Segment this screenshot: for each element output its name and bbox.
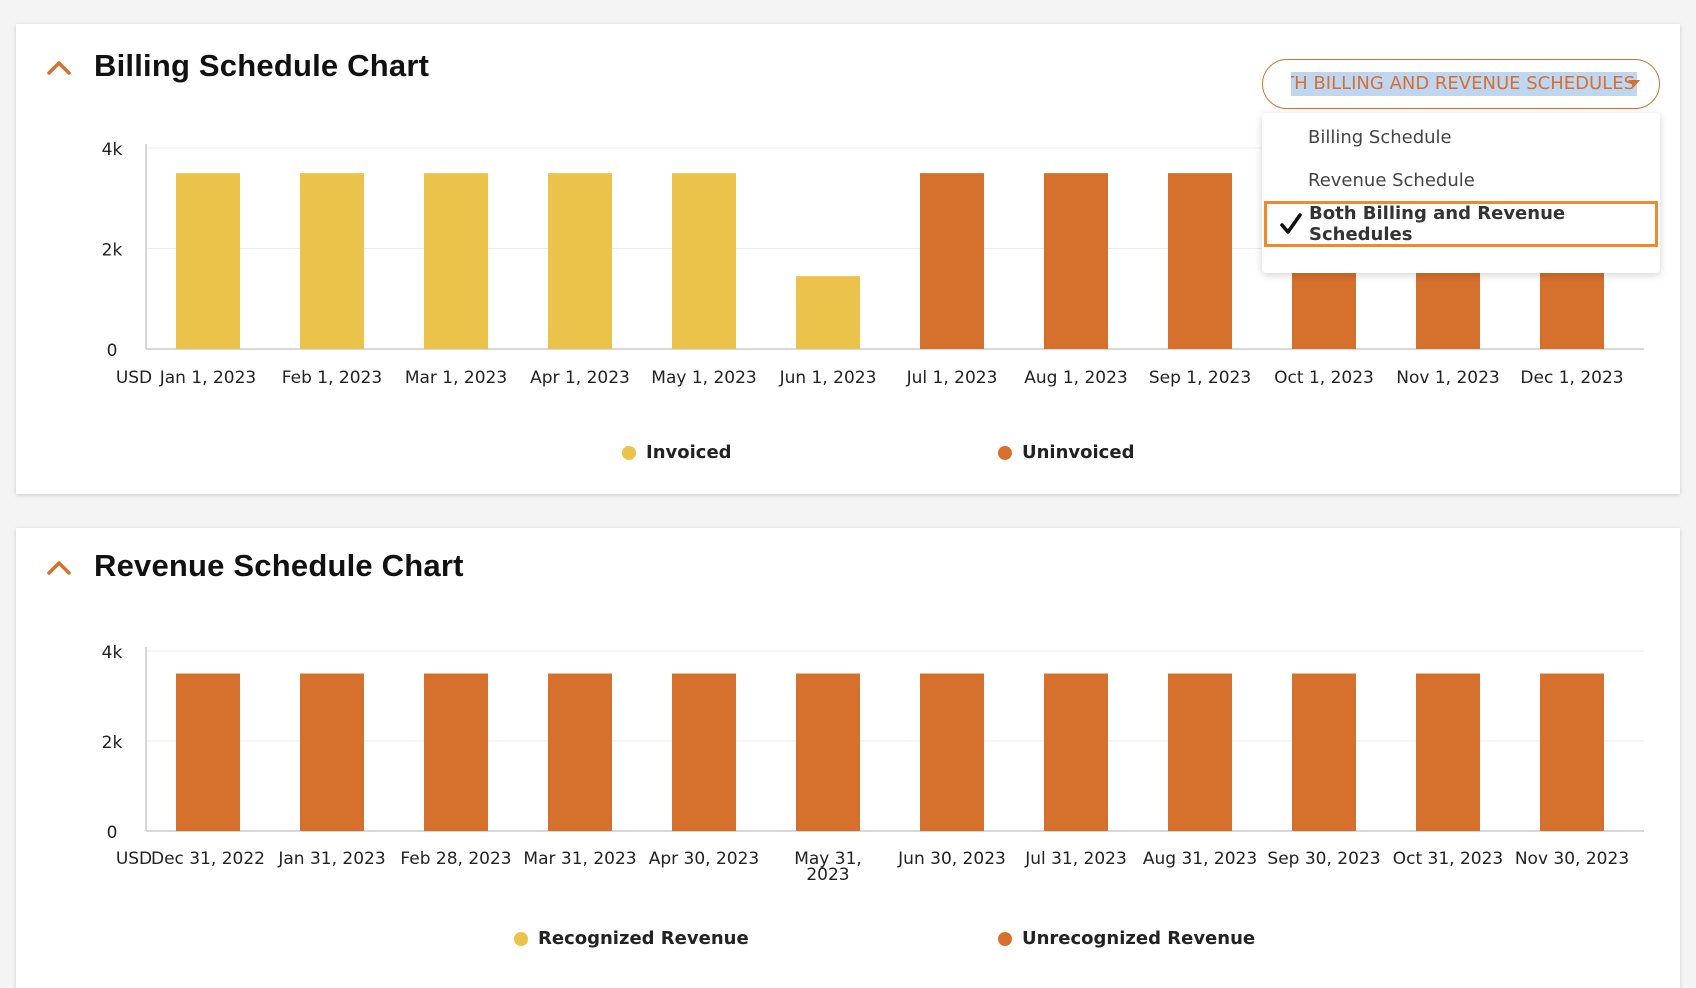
collapse-revenue-chart-button[interactable]: [42, 550, 76, 584]
menu-item-label: Revenue Schedule: [1308, 169, 1475, 191]
x-tick-label: Jun 30, 2023: [897, 849, 1006, 869]
menu-item-both-schedules[interactable]: Both Billing and Revenue Schedules: [1264, 201, 1658, 247]
x-tick-label: May 31,: [794, 849, 862, 869]
legend-item-recognized-revenue[interactable]: Recognized Revenue: [514, 928, 749, 949]
bar-uninvoiced-aug-1-2023: [1044, 173, 1108, 349]
x-tick-label: Dec 1, 2023: [1520, 368, 1623, 388]
legend-dot-invoiced: [622, 445, 636, 460]
menu-item-revenue-schedule[interactable]: Revenue Schedule: [1262, 158, 1660, 202]
x-tick-label: Nov 1, 2023: [1396, 368, 1499, 388]
y-tick-label: 4k: [102, 643, 123, 663]
legend-label-invoiced: Invoiced: [646, 442, 732, 463]
legend-item-uninvoiced[interactable]: Uninvoiced: [998, 442, 1134, 463]
schedule-select-value: BOTH BILLING AND REVENUE SCHEDULES: [1291, 72, 1637, 96]
menu-item-label: Billing Schedule: [1308, 126, 1452, 148]
x-tick-label: Jan 1, 2023: [159, 368, 257, 388]
x-tick-label: Apr 30, 2023: [649, 849, 760, 869]
x-tick-label: May 1, 2023: [651, 368, 756, 388]
y-tick-label: 2k: [102, 733, 123, 753]
bar-unrecognized-revenue-jun-30-2023: [920, 673, 984, 831]
bar-unrecognized-revenue-dec-31-2022: [176, 673, 240, 831]
bar-unrecognized-revenue-mar-31-2023: [548, 673, 612, 831]
y-unit-label: USD: [116, 368, 152, 388]
x-tick-label: Mar 1, 2023: [405, 368, 507, 388]
x-tick-label: Feb 1, 2023: [282, 368, 382, 388]
bar-unrecognized-revenue-nov-30-2023: [1540, 673, 1604, 831]
chevron-up-icon: [47, 561, 71, 575]
schedule-type-select[interactable]: BOTH BILLING AND REVENUE SCHEDULES: [1262, 59, 1660, 109]
x-tick-label: Mar 31, 2023: [523, 849, 636, 869]
x-tick-label: Jun 1, 2023: [779, 368, 877, 388]
x-tick-label: Sep 30, 2023: [1267, 849, 1380, 869]
legend-item-invoiced[interactable]: Invoiced: [622, 442, 732, 463]
x-tick-label: Jul 31, 2023: [1024, 849, 1127, 869]
bar-invoiced-apr-1-2023: [548, 173, 612, 349]
revenue-schedule-card: Revenue Schedule Chart 0 2k 4k USD Dec 31, 2…: [16, 528, 1680, 988]
legend-label-unrecognized: Unrecognized Revenue: [1022, 928, 1256, 949]
legend-dot-unrecognized: [998, 931, 1012, 946]
billing-schedule-card: Billing Schedule Chart 0 2k 4k USD Jan 1, 20…: [16, 24, 1680, 494]
bar-unrecognized-revenue-sep-30-2023: [1292, 673, 1356, 831]
x-tick-label: Aug 31, 2023: [1143, 849, 1257, 869]
bar-invoiced-jan-1-2023: [176, 173, 240, 349]
bar-invoiced-feb-1-2023: [300, 173, 364, 349]
bar-unrecognized-revenue-oct-31-2023: [1416, 673, 1480, 831]
x-tick-label: Apr 1, 2023: [530, 368, 630, 388]
legend-item-unrecognized-revenue[interactable]: Unrecognized Revenue: [998, 928, 1255, 949]
y-tick-label: 4k: [102, 140, 123, 160]
legend-label-recognized: Recognized Revenue: [538, 928, 749, 949]
x-tick-label: Dec 31, 2022: [151, 849, 265, 869]
y-unit-label: USD: [116, 849, 152, 869]
revenue-chart-title: Revenue Schedule Chart: [94, 548, 464, 583]
collapse-billing-chart-button[interactable]: [42, 50, 76, 84]
bar-uninvoiced-sep-1-2023: [1168, 173, 1232, 349]
menu-item-billing-schedule[interactable]: Billing Schedule: [1262, 115, 1660, 159]
x-tick-label: Aug 1, 2023: [1024, 368, 1128, 388]
x-tick-label: Jan 31, 2023: [277, 849, 385, 869]
chevron-up-icon: [47, 61, 71, 75]
bar-unrecognized-revenue-jul-31-2023: [1044, 673, 1108, 831]
legend-dot-recognized: [514, 931, 528, 946]
x-tick-label: Feb 28, 2023: [400, 849, 511, 869]
y-tick-label: 0: [107, 823, 118, 843]
x-tick-label: Jul 1, 2023: [906, 368, 998, 388]
x-tick-label: Sep 1, 2023: [1149, 368, 1251, 388]
bar-unrecognized-revenue-aug-31-2023: [1168, 673, 1232, 831]
schedule-select-value-wrap: BOTH BILLING AND REVENUE SCHEDULES: [1291, 72, 1637, 98]
bar-unrecognized-revenue-may-31-2023: [796, 673, 860, 831]
x-tick-label: Oct 1, 2023: [1274, 368, 1374, 388]
caret-down-icon: [1628, 80, 1640, 87]
bar-unrecognized-revenue-jan-31-2023: [300, 673, 364, 831]
bar-unrecognized-revenue-feb-28-2023: [424, 673, 488, 831]
checkmark-icon: [1280, 213, 1302, 234]
legend-dot-uninvoiced: [998, 445, 1012, 460]
y-tick-label: 0: [107, 341, 118, 361]
menu-item-label: Both Billing and Revenue Schedules: [1309, 203, 1566, 245]
schedule-dropdown-menu: Billing Schedule Revenue Schedule Both B…: [1262, 113, 1660, 273]
x-tick-label: Oct 31, 2023: [1393, 849, 1504, 869]
bar-invoiced-jun-1-2023: [796, 276, 860, 349]
bar-unrecognized-revenue-apr-30-2023: [672, 673, 736, 831]
legend-label-uninvoiced: Uninvoiced: [1022, 442, 1135, 463]
billing-chart-title: Billing Schedule Chart: [94, 48, 430, 83]
x-tick-label: Nov 30, 2023: [1515, 849, 1629, 869]
bar-invoiced-may-1-2023: [672, 173, 736, 349]
y-tick-label: 2k: [102, 241, 123, 261]
bar-uninvoiced-jul-1-2023: [920, 173, 984, 349]
x-tick-label: 2023: [806, 865, 849, 885]
bar-invoiced-mar-1-2023: [424, 173, 488, 349]
